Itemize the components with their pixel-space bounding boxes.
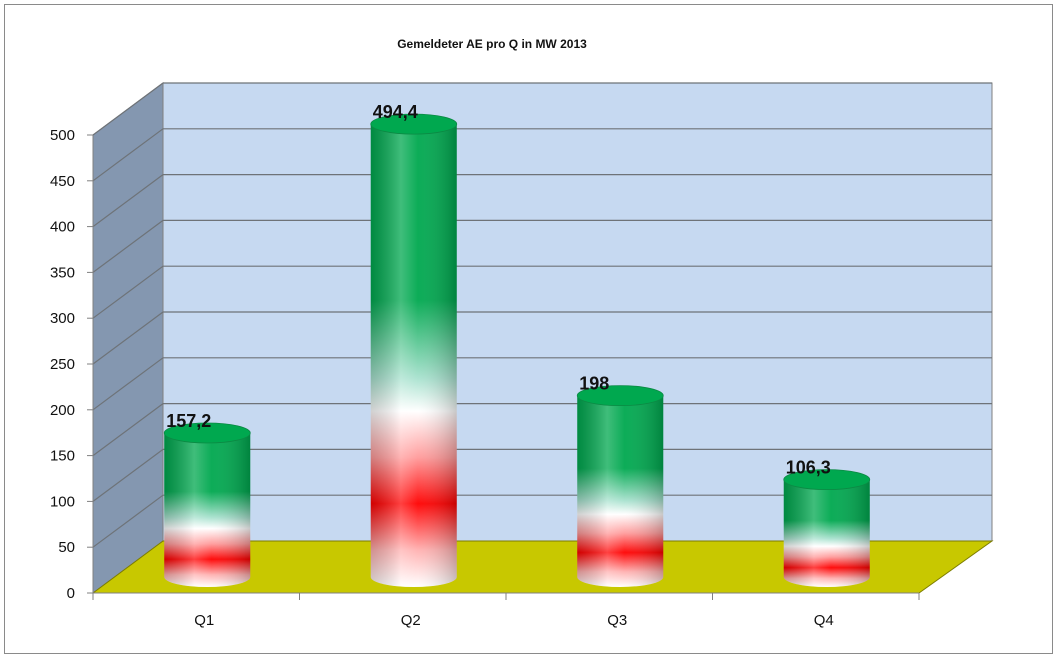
y-tick-label: 150 bbox=[50, 448, 75, 465]
bar-top-cap bbox=[576, 385, 664, 407]
gridline-side bbox=[92, 219, 164, 273]
bar-top-cap bbox=[370, 113, 458, 135]
x-category-label: Q4 bbox=[814, 612, 834, 629]
bar-q3: 198 bbox=[576, 374, 664, 587]
y-tick-label: 500 bbox=[50, 127, 75, 144]
x-category-label: Q3 bbox=[607, 612, 627, 629]
gridline-side bbox=[92, 311, 164, 365]
bar-top-cap bbox=[783, 469, 871, 491]
data-label: 157,2 bbox=[166, 411, 211, 431]
bar-shading bbox=[783, 479, 870, 587]
gridline-side bbox=[92, 494, 164, 548]
chart-title: Gemeldeter AE pro Q in MW 2013 bbox=[397, 37, 587, 51]
y-tick-label: 300 bbox=[50, 310, 75, 327]
data-label: 106,3 bbox=[786, 458, 831, 478]
bar-shading bbox=[164, 433, 251, 587]
bar-q4: 106,3 bbox=[783, 458, 871, 587]
bar-q2: 494,4 bbox=[370, 102, 458, 587]
y-tick-label: 0 bbox=[67, 585, 75, 602]
gridline-side bbox=[92, 448, 164, 502]
x-category-label: Q2 bbox=[401, 612, 421, 629]
y-tick-label: 400 bbox=[50, 219, 75, 236]
bar-q1: 157,2 bbox=[163, 411, 251, 587]
gridline-side bbox=[92, 357, 164, 411]
data-label: 198 bbox=[579, 374, 609, 394]
data-label: 494,4 bbox=[373, 102, 418, 122]
y-tick-label: 350 bbox=[50, 264, 75, 281]
chart-area: 0 50 100 150 200 250 300 350 400 450 500 157,2 494,… bbox=[50, 37, 994, 629]
bar-top-cap bbox=[163, 422, 251, 444]
bar-shading bbox=[370, 124, 457, 587]
y-tick-label: 100 bbox=[50, 493, 75, 510]
gridline-side bbox=[92, 128, 164, 182]
gridline-side bbox=[92, 403, 164, 457]
gridline-side bbox=[92, 265, 164, 319]
chart-frame: 0 50 100 150 200 250 300 350 400 450 500 157,2 494,… bbox=[4, 4, 1053, 654]
y-tick-label: 450 bbox=[50, 173, 75, 190]
bar-shading bbox=[577, 395, 664, 587]
y-tick-label: 50 bbox=[58, 539, 75, 556]
y-tick-label: 200 bbox=[50, 402, 75, 419]
x-category-label: Q1 bbox=[194, 612, 214, 629]
y-tick-label: 250 bbox=[50, 356, 75, 373]
gridline-side bbox=[92, 174, 164, 228]
gridline-side bbox=[92, 82, 164, 136]
